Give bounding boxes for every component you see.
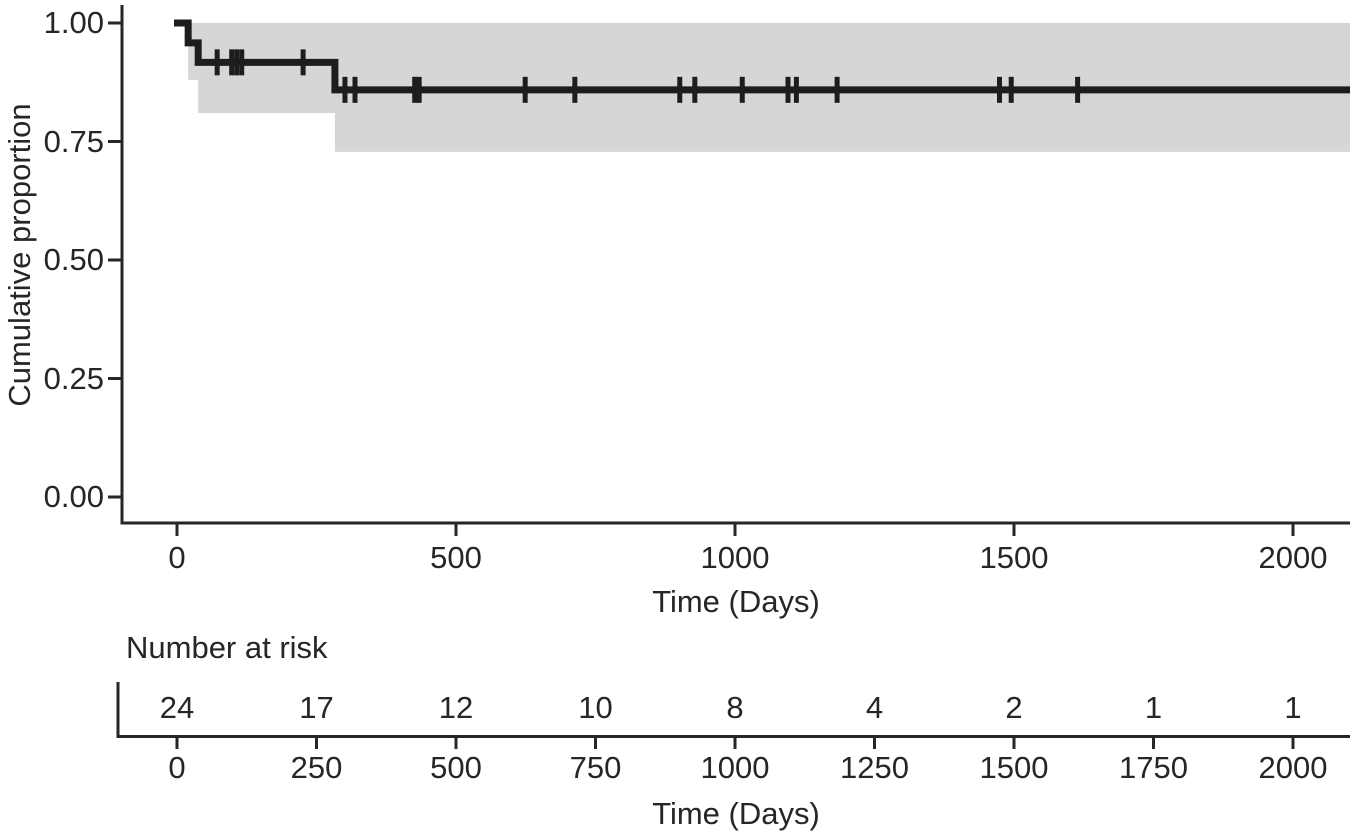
risk-count: 12	[438, 690, 474, 725]
x-tick-label: 1000	[700, 540, 770, 575]
risk-count: 10	[578, 690, 613, 725]
survival-curve	[174, 19, 1350, 94]
risk-table-title: Number at risk	[126, 630, 328, 665]
y-tick-label: 1.00	[43, 5, 104, 40]
risk-tick-label: 1500	[979, 750, 1049, 785]
risk-tick-label: 500	[430, 750, 482, 785]
x-axis-title: Time (Days)	[652, 584, 820, 619]
x-tick-label: 0	[168, 540, 186, 575]
risk-count: 4	[865, 690, 884, 725]
y-tick-label: 0.00	[43, 479, 104, 514]
y-tick-label: 0.50	[43, 242, 104, 277]
risk-count: 17	[299, 690, 334, 725]
risk-count: 24	[159, 690, 195, 725]
x-tick-label: 2000	[1258, 540, 1328, 575]
x-tick-label: 500	[430, 540, 482, 575]
risk-tick-label: 0	[168, 750, 186, 785]
y-tick-label: 0.75	[43, 123, 104, 159]
risk-count: 2	[1005, 690, 1023, 725]
y-tick-label: 0.25	[43, 360, 104, 396]
risk-tick-label: 250	[290, 750, 343, 785]
risk-tick-label: 1000	[700, 750, 770, 785]
risk-axis-title: Time (Days)	[652, 796, 820, 831]
x-tick-label: 1500	[979, 540, 1049, 575]
risk-tick-label: 1250	[840, 750, 909, 785]
risk-tick-label: 2000	[1258, 750, 1328, 785]
risk-count: 1	[1144, 690, 1163, 725]
risk-tick-label: 750	[569, 750, 622, 785]
risk-tick-label: 1750	[1119, 750, 1188, 785]
risk-count: 8	[726, 690, 744, 725]
risk-count: 1	[1284, 690, 1302, 725]
